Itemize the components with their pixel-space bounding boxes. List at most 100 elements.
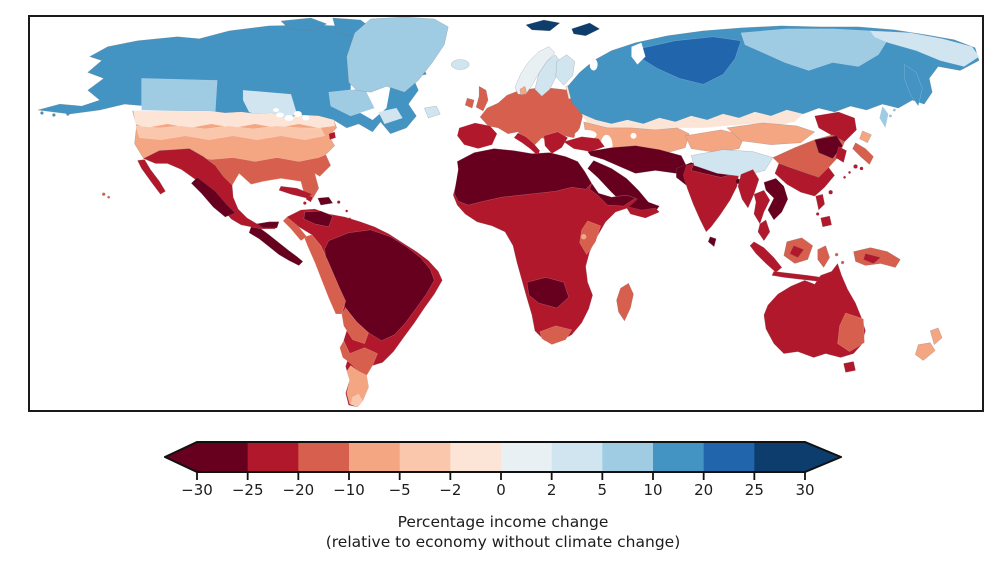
colorbar-tick-label: −25: [231, 481, 264, 499]
region-sri-lanka: [707, 236, 717, 248]
colorbar-tick-label: −10: [333, 481, 365, 499]
region-iceland: [450, 59, 470, 70]
region-sumatra: [749, 241, 783, 273]
colorbar: [164, 440, 842, 482]
region-vietnam-laos: [763, 178, 789, 221]
colorbar-tick-label: −30: [181, 481, 213, 499]
region-east-siberia: [740, 28, 889, 71]
region-us-plains: [135, 125, 326, 141]
region-yemen-oman: [624, 205, 660, 219]
caption-line-1: Percentage income change: [397, 513, 609, 531]
region-svalbard: [525, 19, 561, 32]
region-okinawa: [848, 170, 852, 174]
colorbar-caption: Percentage income change (relative to ec…: [164, 512, 842, 552]
region-sulawesi: [817, 245, 830, 268]
colorbar-segment: [450, 442, 502, 472]
region-java: [771, 271, 823, 282]
region-iberia: [456, 122, 498, 149]
map-frame: [28, 15, 984, 412]
region-hokkaido: [859, 130, 872, 144]
region-honshu: [852, 142, 874, 165]
colorbar-segment: [754, 442, 806, 472]
region-mexico-interior: [190, 177, 236, 218]
colorbar-tick-label: 0: [496, 481, 506, 499]
region-venezuela: [303, 210, 334, 228]
region-okinawa: [843, 175, 847, 179]
colorbar-segment: [197, 442, 249, 472]
region-newfoundland: [423, 105, 441, 119]
colorbar-segment: [399, 442, 451, 472]
region-east-africa: [579, 220, 601, 256]
region-central-america: [248, 226, 304, 266]
region-novaya-zemlya: [571, 22, 601, 37]
colorbar-tick-label: −2: [439, 481, 462, 499]
region-amazon: [324, 229, 435, 341]
ob-gulf-water: [631, 42, 646, 65]
region-luzon: [815, 193, 825, 211]
aleutian-island: [66, 112, 70, 116]
region-greenland: [346, 17, 449, 93]
region-kamchatka: [904, 64, 923, 107]
white-sea-water: [589, 58, 598, 71]
region-denmark: [519, 85, 528, 96]
region-moluccas: [840, 260, 845, 265]
region-east-africa-highlands: [580, 234, 587, 240]
region-xinjiang: [684, 129, 746, 153]
kuril-island: [888, 114, 892, 118]
region-uk: [475, 85, 489, 112]
region-jamaica: [303, 201, 307, 205]
region-baja: [137, 159, 166, 195]
colorbar-tick-label: −20: [282, 481, 315, 499]
colorbar-tick-label: 2: [546, 481, 557, 499]
region-arctic-islands: [280, 17, 328, 32]
colorbar-tick-label: 20: [694, 481, 714, 499]
region-balkans: [543, 131, 569, 154]
region-bolivia-paraguay: [341, 307, 369, 344]
region-korea: [835, 146, 847, 163]
aral-sea-water: [630, 132, 637, 139]
region-yucatan: [256, 221, 280, 229]
region-russia-far-east: [869, 30, 980, 67]
region-mongolia: [726, 122, 816, 145]
region-canada-maritimes: [378, 107, 403, 125]
region-madagascar: [616, 282, 634, 322]
region-south-africa-coast: [539, 325, 573, 345]
world-map: [37, 17, 980, 408]
colorbar-segment: [501, 442, 553, 472]
region-angola-zambia: [526, 277, 570, 309]
region-horn: [589, 182, 637, 207]
region-bahamas: [312, 185, 316, 189]
region-us-northeast-metro: [328, 131, 336, 141]
colorbar-segment: [602, 442, 654, 472]
region-taiwan: [828, 189, 833, 195]
colorbar-tick-label: 25: [744, 481, 764, 499]
great-lakes-water: [272, 108, 310, 121]
region-tasmania: [843, 361, 856, 373]
region-hawaii: [107, 195, 111, 199]
region-norway: [514, 46, 556, 95]
region-malay: [757, 219, 771, 242]
region-puerto-rico: [336, 200, 341, 204]
region-hispaniola: [317, 196, 334, 206]
region-ireland: [464, 97, 475, 109]
colorbar-segment: [703, 442, 755, 472]
colorbar-svg: [164, 441, 842, 480]
region-andes-north: [282, 216, 308, 242]
region-patagonia-tip: [350, 393, 363, 408]
colorbar-tick-label: −5: [388, 481, 411, 499]
colorbar-tick-label: 10: [643, 481, 663, 499]
region-new-guinea-core: [863, 253, 881, 264]
colorbar-outline: [164, 441, 842, 473]
colorbar-over-arrow: [805, 442, 841, 472]
region-myanmar: [737, 169, 760, 209]
colorbar-tick-label: 5: [597, 481, 608, 499]
region-sakhalin: [879, 105, 889, 129]
region-turkey: [563, 136, 605, 152]
region-finland: [555, 54, 575, 86]
region-kyushu: [853, 164, 858, 169]
kuril-island: [892, 108, 896, 112]
region-shikoku: [859, 166, 864, 171]
region-china-south: [774, 163, 835, 197]
region-central-siberia: [639, 36, 742, 85]
region-thailand: [753, 189, 771, 225]
